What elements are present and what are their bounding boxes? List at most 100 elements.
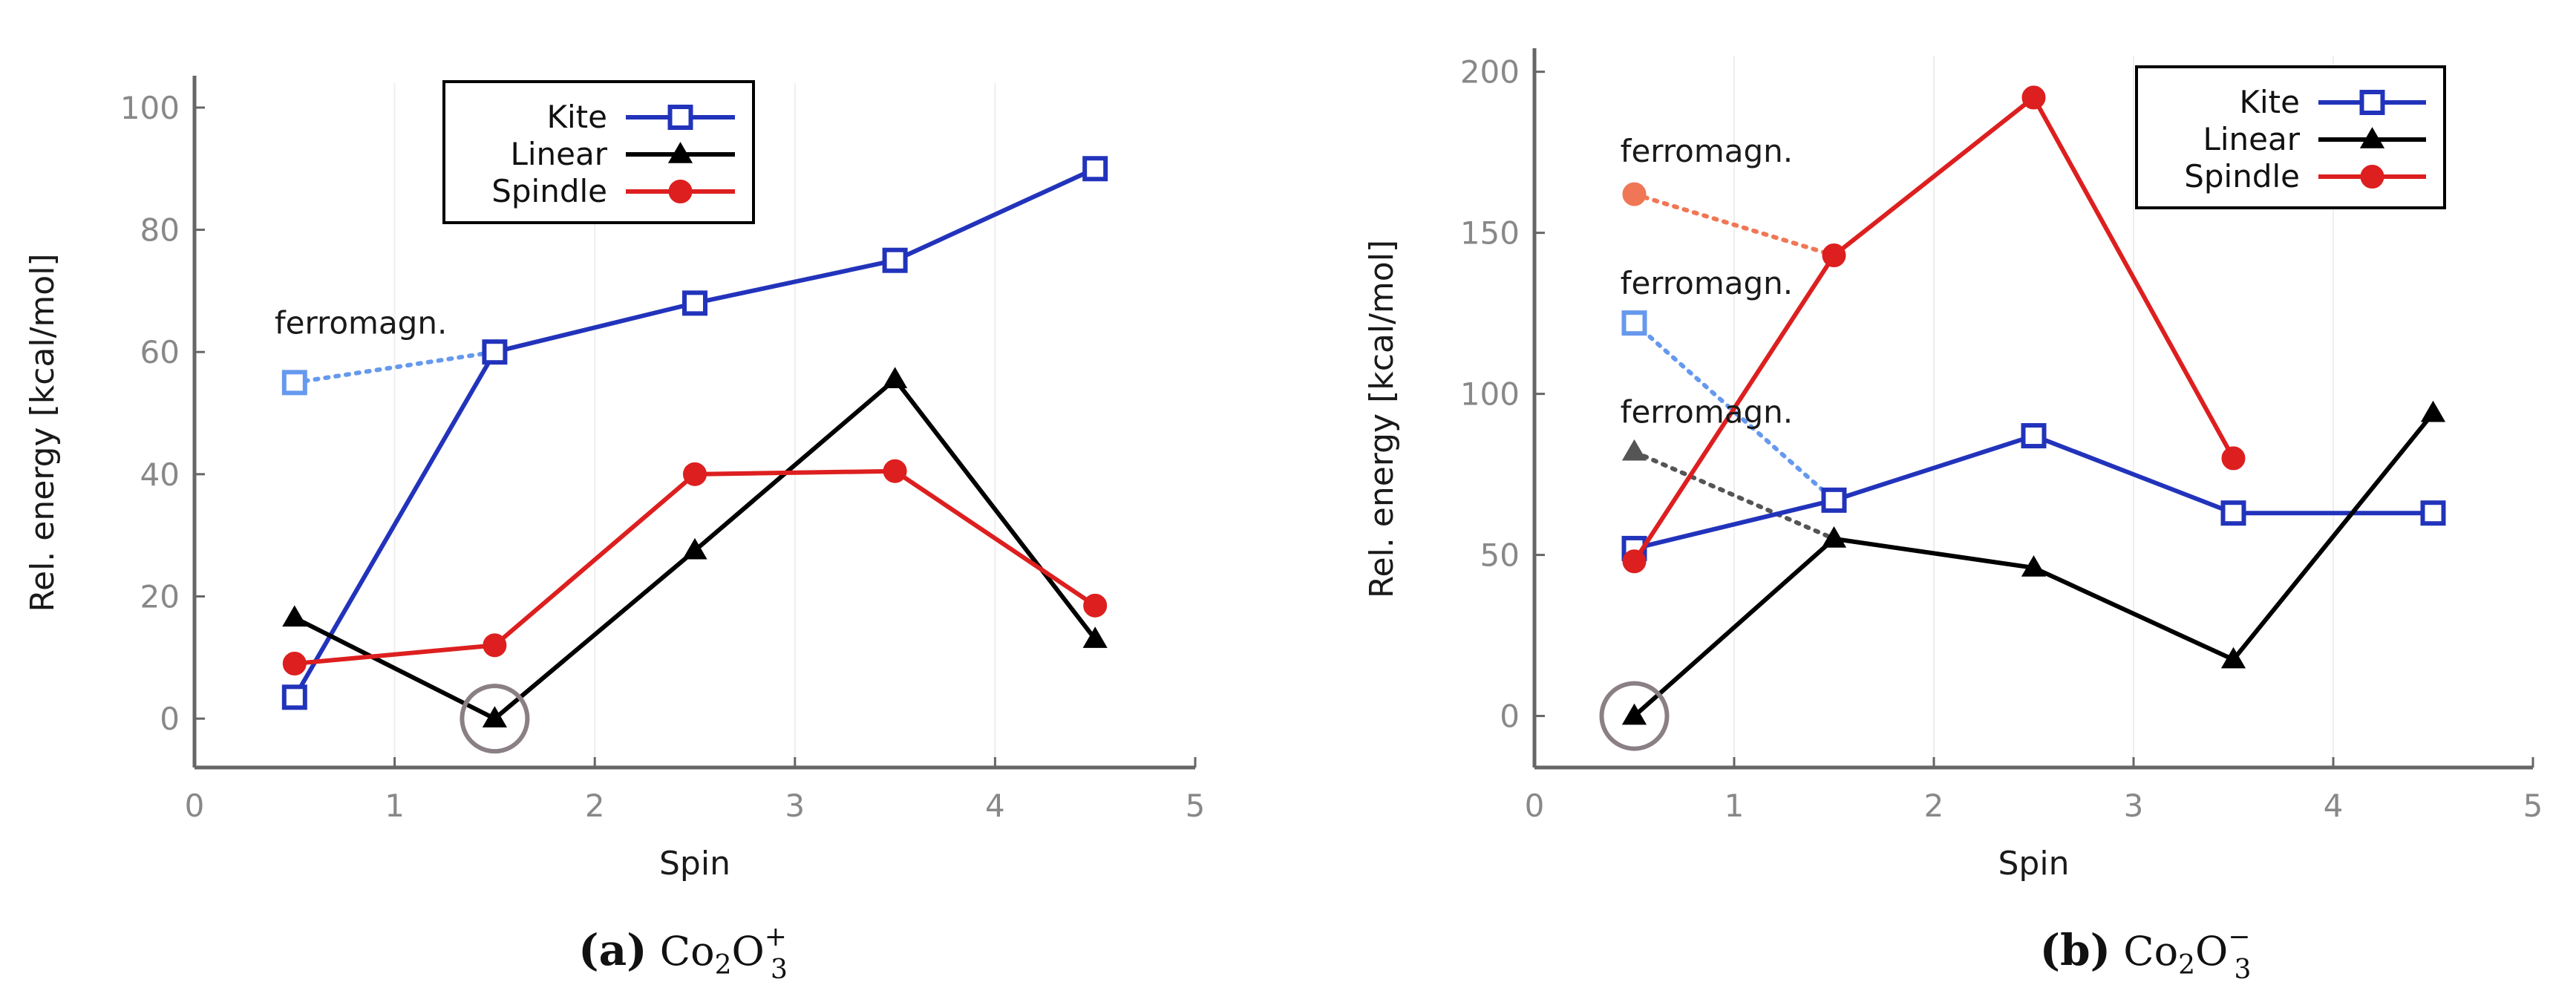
ferromagn-annotation: ferromagn. [1621,265,1793,301]
ferromagnetic-point-linear [1621,439,1647,461]
legend-marker-spindle [668,180,693,203]
y-tick-label: 40 [140,456,180,493]
x-tick-label: 3 [785,788,805,824]
legend-label-linear: Linear [2203,121,2300,157]
legend-label-kite: Kite [546,99,607,135]
data-point-spindle [2221,446,2246,471]
legend-label-spindle: Spindle [491,173,607,209]
data-point-spindle [1822,243,1846,268]
caption-part: (b) [2040,925,2111,975]
y-tick-label: 50 [1480,537,1520,574]
y-tick-label: 0 [1500,698,1520,735]
caption-part: O [2195,928,2228,975]
legend-marker-spindle [2360,165,2384,189]
x-tick-label: 2 [1924,788,1944,824]
legend-marker-linear [667,142,693,163]
y-axis-label: Rel. energy [kcal/mol] [24,253,62,612]
data-point-linear [882,367,908,389]
ferromagn-annotation: ferromagn. [275,305,447,341]
data-point-kite [281,684,307,710]
x-axis-label: Spin [659,845,730,883]
caption-part: 3 [771,955,788,985]
ferromagnetic-point-kite [281,370,307,396]
data-point-linear [2420,400,2446,422]
data-point-linear [1621,703,1647,725]
data-point-spindle [683,462,707,486]
y-tick-label: 200 [1460,54,1520,91]
ferromagnetic-line-linear [1632,449,1837,541]
x-tick-label: 1 [385,788,405,824]
y-tick-label: 20 [140,579,180,615]
series-line-spindle [1632,95,2236,563]
data-point-spindle [483,633,507,658]
series-line-spindle [294,468,1096,667]
data-point-linear [2220,647,2246,669]
data-point-spindle [2021,85,2046,110]
x-tick-label: 1 [1725,788,1745,824]
series-line-kite [1633,433,2433,551]
data-point-linear [1821,526,1847,548]
caption-part: + [765,922,787,952]
caption-part: (a) [578,925,647,975]
y-tick-label: 80 [140,212,180,249]
data-point-linear [2021,555,2047,577]
data-point-kite [1821,487,1847,513]
x-tick-label: 3 [2124,788,2144,824]
legend-label-linear: Linear [510,136,607,172]
x-tick-label: 5 [1186,788,1206,824]
ferromagn-annotation: ferromagn. [1621,133,1793,169]
caption-part: − [2228,922,2250,952]
data-point-linear [1082,626,1108,648]
legend-marker-kite [667,105,693,130]
x-tick-label: 2 [585,788,605,824]
x-tick-label: 5 [2523,788,2543,824]
data-point-linear [682,537,707,560]
y-tick-label: 100 [120,90,180,126]
legend-label-spindle: Spindle [2184,158,2300,194]
data-point-kite [882,247,908,273]
caption-part: Co [2111,928,2178,975]
series-line-kite [292,166,1096,698]
y-axis-label: Rel. energy [kcal/mol] [1363,240,1401,598]
y-tick-label: 0 [160,701,180,737]
ground-state-circle [460,684,530,754]
data-point-linear [482,706,508,727]
ferromagnetic-point-spindle [1622,182,1647,206]
data-point-kite [2420,500,2446,526]
caption-part: Co [647,928,715,975]
data-point-spindle [1622,549,1647,574]
data-point-spindle [1083,593,1108,618]
chart-caption: (a) Co2O+ 3 [578,922,788,985]
data-point-kite [2021,423,2047,449]
data-point-linear [282,605,307,627]
x-tick-label: 4 [2324,788,2344,824]
ground-state-circle [1599,681,1670,751]
x-tick-label: 0 [185,788,205,824]
caption-part: 2 [715,950,732,981]
x-tick-label: 0 [1525,788,1545,824]
legend-marker-kite [2359,90,2385,115]
x-axis-label: Spin [1998,845,2070,883]
ferromagnetic-line-kite [292,350,497,385]
chart-panel-1: 0 1 2 3 4 5 0 20 40 60 80 100 Spin Rel. energy [kcal/… [24,76,1205,985]
y-tick-label: 150 [1460,215,1520,252]
caption-part: O [732,928,765,975]
data-point-kite [482,339,508,365]
data-point-kite [682,290,707,316]
data-point-spindle [282,652,307,676]
y-tick-label: 100 [1460,376,1520,413]
ferromagn-annotation: ferromagn. [1621,394,1793,431]
legend-label-kite: Kite [2239,84,2300,120]
ferromagnetic-line-spindle [1632,192,1837,258]
legend-marker-linear [2359,127,2385,148]
data-point-kite [2220,500,2246,526]
x-tick-label: 4 [985,788,1005,824]
y-tick-label: 60 [140,334,180,370]
data-point-spindle [883,459,907,483]
caption-part: 3 [2234,955,2251,985]
ferromagnetic-point-kite [1621,310,1647,336]
